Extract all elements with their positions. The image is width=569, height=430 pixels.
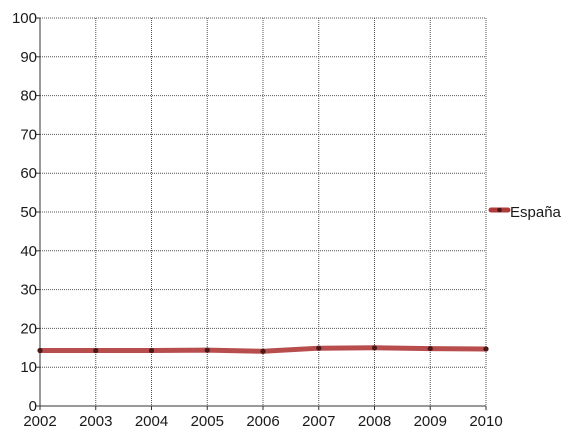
legend[interactable]: España xyxy=(488,204,562,221)
y-tick-label: 80 xyxy=(20,88,37,105)
x-tick-label: 2010 xyxy=(469,413,502,430)
y-tick-label: 70 xyxy=(20,126,37,143)
axes xyxy=(36,17,487,410)
data-point-2003[interactable] xyxy=(93,347,99,354)
y-tick-label: 30 xyxy=(20,282,37,299)
y-tick-labels: 0 10 20 30 40 50 60 70 80 90 100 xyxy=(12,10,37,415)
legend-marker-espana xyxy=(497,207,502,213)
x-tick-label: 2009 xyxy=(414,413,447,430)
y-tick-label: 60 xyxy=(20,165,37,182)
x-tick-label: 2002 xyxy=(23,413,56,430)
data-point-2008[interactable] xyxy=(371,345,378,351)
y-tick-label: 100 xyxy=(12,10,37,27)
x-tick-label: 2005 xyxy=(191,413,224,430)
data-point-2006[interactable] xyxy=(260,348,266,354)
y-tick-label: 50 xyxy=(20,204,37,221)
y-tick-label: 90 xyxy=(20,49,37,66)
x-tick-label: 2004 xyxy=(135,413,168,430)
x-tick-label: 2003 xyxy=(79,413,112,430)
y-tick-label: 0 xyxy=(29,398,37,415)
x-tick-label: 2007 xyxy=(302,413,335,430)
data-point-2005[interactable] xyxy=(204,347,210,353)
x-tick-label: 2006 xyxy=(246,413,279,430)
data-point-2002[interactable] xyxy=(37,347,43,354)
y-tick-label: 10 xyxy=(20,359,37,376)
y-tick-label: 20 xyxy=(20,320,37,337)
x-tick-labels: 2002 2003 2004 2005 2006 2007 2008 2009 2010 xyxy=(23,413,502,430)
data-point-2009[interactable] xyxy=(427,345,433,352)
legend-label-espana: España xyxy=(510,204,562,221)
data-point-2004[interactable] xyxy=(148,347,155,354)
grid-lines xyxy=(40,17,487,406)
data-point-2007[interactable] xyxy=(316,345,322,351)
x-tick-label: 2008 xyxy=(358,413,391,430)
y-tick-label: 40 xyxy=(20,243,37,260)
series xyxy=(37,345,489,354)
data-point-2010[interactable] xyxy=(483,346,489,352)
